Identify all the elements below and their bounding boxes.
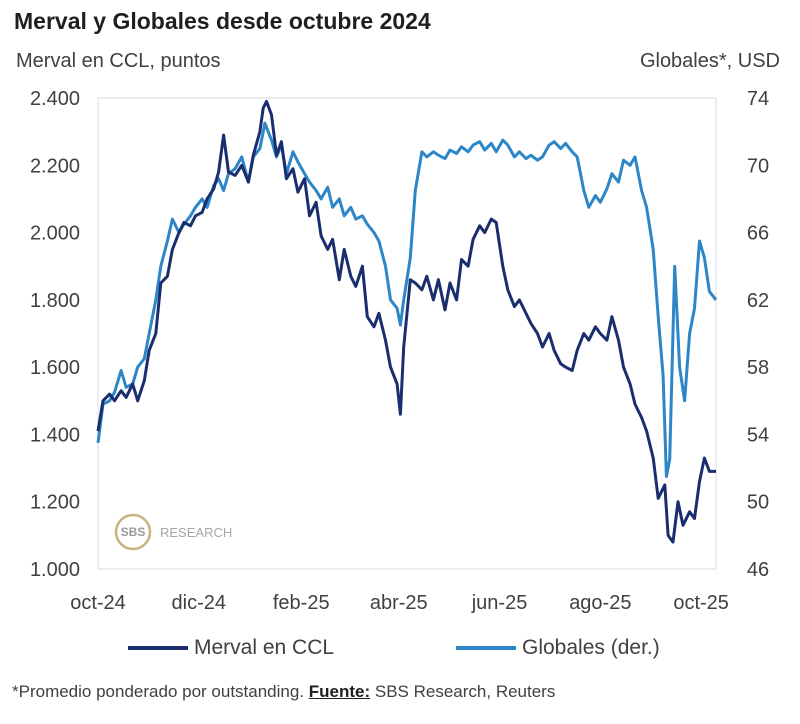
x-tick-label: oct-25 xyxy=(673,592,729,614)
left-axis-label: Merval en CCL, puntos xyxy=(16,50,221,72)
left-tick-label: 2.400 xyxy=(30,88,80,110)
chart-title: Merval y Globales desde octubre 2024 xyxy=(14,8,431,34)
footnote-note: *Promedio ponderado por outstanding. xyxy=(12,682,309,701)
right-tick-label: 66 xyxy=(747,223,769,245)
footnote: *Promedio ponderado por outstanding. Fue… xyxy=(12,682,555,702)
right-tick-label: 62 xyxy=(747,290,769,312)
footnote-source: SBS Research, Reuters xyxy=(370,682,556,701)
sbs-logo-text: SBS xyxy=(121,525,146,539)
left-tick-label: 2.200 xyxy=(30,155,80,177)
plot-frame xyxy=(97,97,717,570)
legend-item-globales: Globales (der.) xyxy=(456,636,660,660)
x-tick-label: dic-24 xyxy=(172,592,226,614)
right-tick-label: 46 xyxy=(747,559,769,581)
left-tick-label: 1.600 xyxy=(30,357,80,379)
right-tick-labels: 46 50 54 58 62 66 70 74 xyxy=(747,88,769,581)
legend-label-merval: Merval en CCL xyxy=(194,636,335,659)
x-tick-label: oct-24 xyxy=(70,592,126,614)
left-tick-label: 1.200 xyxy=(30,492,80,514)
left-tick-label: 1.400 xyxy=(30,424,80,446)
series-lines xyxy=(96,99,718,544)
right-tick-label: 50 xyxy=(747,492,769,514)
watermark: SBS RESEARCH xyxy=(114,513,232,551)
right-tick-label: 74 xyxy=(747,88,769,110)
watermark-text: RESEARCH xyxy=(160,525,232,540)
legend-label-globales: Globales (der.) xyxy=(522,636,660,659)
left-tick-label: 2.000 xyxy=(30,223,80,245)
left-tick-label: 1.000 xyxy=(30,559,80,581)
left-tick-label: 1.800 xyxy=(30,290,80,312)
left-tick-labels: 1.000 1.200 1.400 1.600 1.800 2.000 2.200 2.400 xyxy=(30,88,80,581)
legend-item-merval: Merval en CCL xyxy=(128,636,334,660)
legend: Merval en CCL Globales (der.) xyxy=(0,636,800,666)
sbs-logo xyxy=(114,513,152,551)
legend-swatch-globales xyxy=(456,646,516,650)
right-tick-label: 58 xyxy=(747,357,769,379)
x-tick-label: jun-25 xyxy=(471,592,528,614)
chart-area: 1.000 1.200 1.400 1.600 1.800 2.000 2.200 2.400… xyxy=(30,88,769,614)
x-tick-labels: oct-24 dic-24 feb-25 abr-25 jun-25 ago-25 oct-… xyxy=(70,592,729,614)
x-tick-label: ago-25 xyxy=(569,592,631,614)
footnote-source-label: Fuente: xyxy=(308,682,371,701)
right-tick-label: 54 xyxy=(747,424,769,446)
series-line-merval xyxy=(96,99,716,544)
series-line-globales xyxy=(96,121,718,478)
legend-swatch-merval xyxy=(128,646,188,650)
right-axis-label: Globales*, USD xyxy=(639,50,780,72)
x-tick-label: feb-25 xyxy=(273,592,330,614)
x-tick-label: abr-25 xyxy=(370,592,428,614)
right-tick-label: 70 xyxy=(747,155,769,177)
